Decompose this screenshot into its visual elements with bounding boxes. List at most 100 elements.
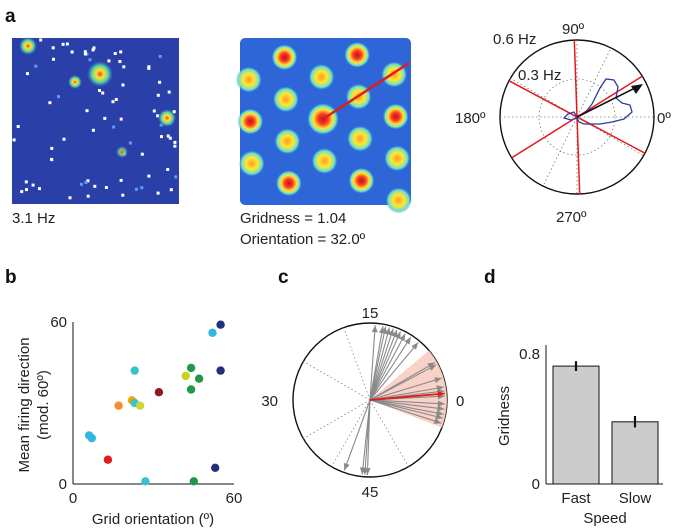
polar-angle-left: 180º	[455, 110, 486, 127]
orientation-arrow-head	[428, 364, 437, 371]
bar-y-tick-08: 0.8	[519, 346, 540, 363]
bar-category-fast: Fast	[561, 490, 591, 507]
polar-angle-bottom: 270º	[556, 209, 587, 226]
autocorrelogram	[235, 38, 412, 214]
autocorr-peak	[238, 150, 265, 177]
autocorr-peak	[274, 128, 301, 155]
autocorr-peak	[384, 145, 411, 172]
polar-reference-line	[369, 399, 409, 467]
rate-map-pixel	[147, 174, 151, 178]
rate-map-pixel	[26, 72, 29, 76]
orientation-arrow-head	[364, 467, 371, 475]
rate-map-pixel	[140, 152, 144, 156]
rate-map-pixel	[88, 58, 92, 62]
scatter-y-label-line2: (mod. 60º)	[35, 370, 52, 440]
rate-map-pixel	[62, 137, 66, 141]
rate-map-pixel	[57, 95, 60, 99]
rate-map-pixel	[65, 42, 69, 46]
orientation-arrow-head	[371, 325, 378, 333]
rate-map-pixel	[61, 42, 65, 46]
rate-map-pixel	[48, 101, 52, 105]
gridness-bar-chart	[545, 345, 663, 485]
rate-map-pixel	[169, 188, 173, 192]
rate-map-pixel	[119, 178, 123, 182]
scatter-point	[114, 401, 123, 410]
scatter-point	[186, 363, 196, 373]
polar-plot-a	[499, 39, 655, 195]
rate-map-pixel	[34, 64, 38, 68]
orientation-arrow-head	[433, 418, 442, 424]
rate-map-pixel	[111, 100, 115, 104]
gridness-label: Gridness = 1.04	[240, 210, 346, 227]
rate-map-pixel	[107, 59, 111, 63]
rate-map-pixel	[134, 187, 138, 191]
polar-ring-label-outer: 0.6 Hz	[493, 31, 536, 48]
orientation-arrow	[369, 386, 444, 401]
rate-map-peak-label: 3.1 Hz	[12, 210, 55, 227]
firing-rate-trace	[562, 78, 633, 125]
orientation-arrow	[369, 329, 398, 401]
autocorr-peak	[275, 170, 302, 197]
panel-letter-b: b	[5, 267, 17, 288]
autocorr-peak	[237, 108, 264, 135]
rate-map-pixel	[51, 46, 55, 50]
bar-slow	[611, 421, 659, 485]
orientation-arrow-head	[343, 462, 350, 471]
orientation-arrow-head	[435, 413, 443, 420]
orientation-arrow-head	[388, 328, 394, 337]
orientation-arrow	[369, 399, 445, 410]
rate-map-pixel	[38, 187, 41, 191]
orientation-arrow-head	[437, 400, 445, 407]
scatter-point	[135, 401, 145, 410]
polar-reference-line	[303, 399, 371, 439]
polar-c-label-left: 30	[261, 393, 278, 410]
autocorr-peak	[272, 86, 299, 113]
rate-map-pixel	[92, 46, 96, 50]
rate-map-pixel	[156, 191, 160, 195]
scatter-x-tick-0: 0	[69, 490, 77, 507]
mean-orientation-arrow-head	[437, 391, 445, 398]
rate-map-pixel	[114, 98, 118, 101]
rate-map-pixel	[31, 183, 35, 187]
rate-map-pixel	[85, 109, 89, 113]
orientation-arrow	[343, 399, 371, 471]
polar-c-label-bottom: 45	[362, 484, 379, 501]
polar-reference-line	[331, 399, 371, 467]
rate-map-pixel	[39, 38, 43, 42]
rate-map-pixel	[83, 50, 87, 54]
orientation-arrow	[369, 331, 402, 401]
rate-map-pixel	[101, 91, 105, 95]
orientation-arrow-head	[381, 326, 388, 335]
rate-map-pixel	[121, 193, 125, 197]
orientation-arrow-head	[434, 377, 442, 383]
orientation-arrow	[369, 342, 419, 401]
orientation-arrow-head	[404, 337, 411, 345]
rate-map-pixel	[98, 89, 101, 92]
rate-map-pixel	[52, 57, 55, 61]
orientation-arrow	[369, 326, 387, 401]
autocorr-peak	[311, 148, 338, 174]
orientation-label: Orientation = 32.0º	[240, 231, 366, 248]
polar-ring-label-inner: 0.3 Hz	[518, 67, 561, 84]
rate-map-pixel	[50, 146, 54, 150]
rate-map-pixel	[50, 157, 53, 161]
orientation-arrow	[369, 325, 376, 401]
scatter-y-tick-0: 0	[59, 476, 67, 493]
orientation-arrow-head	[437, 405, 445, 412]
autocorr-peak	[347, 125, 374, 152]
autocorr-peak	[348, 167, 375, 194]
rate-map-pixel	[118, 60, 122, 63]
scatter-y-label-line1: Mean firing direction	[16, 337, 33, 472]
orientation-arrow-head	[384, 327, 391, 336]
autocorr-peak	[271, 44, 298, 71]
rate-map-pixel	[159, 123, 163, 127]
rate-map-pixel	[16, 125, 20, 128]
scatter-point	[130, 366, 139, 375]
rate-map-pixel	[119, 50, 123, 54]
bar-category-slow: Slow	[619, 490, 652, 507]
rate-map-pixel	[80, 182, 83, 186]
rate-map-pixel	[168, 136, 172, 140]
orientation-arrow-head	[399, 333, 406, 342]
scatter-point	[216, 366, 225, 375]
polar-angle-top: 90º	[562, 21, 585, 38]
